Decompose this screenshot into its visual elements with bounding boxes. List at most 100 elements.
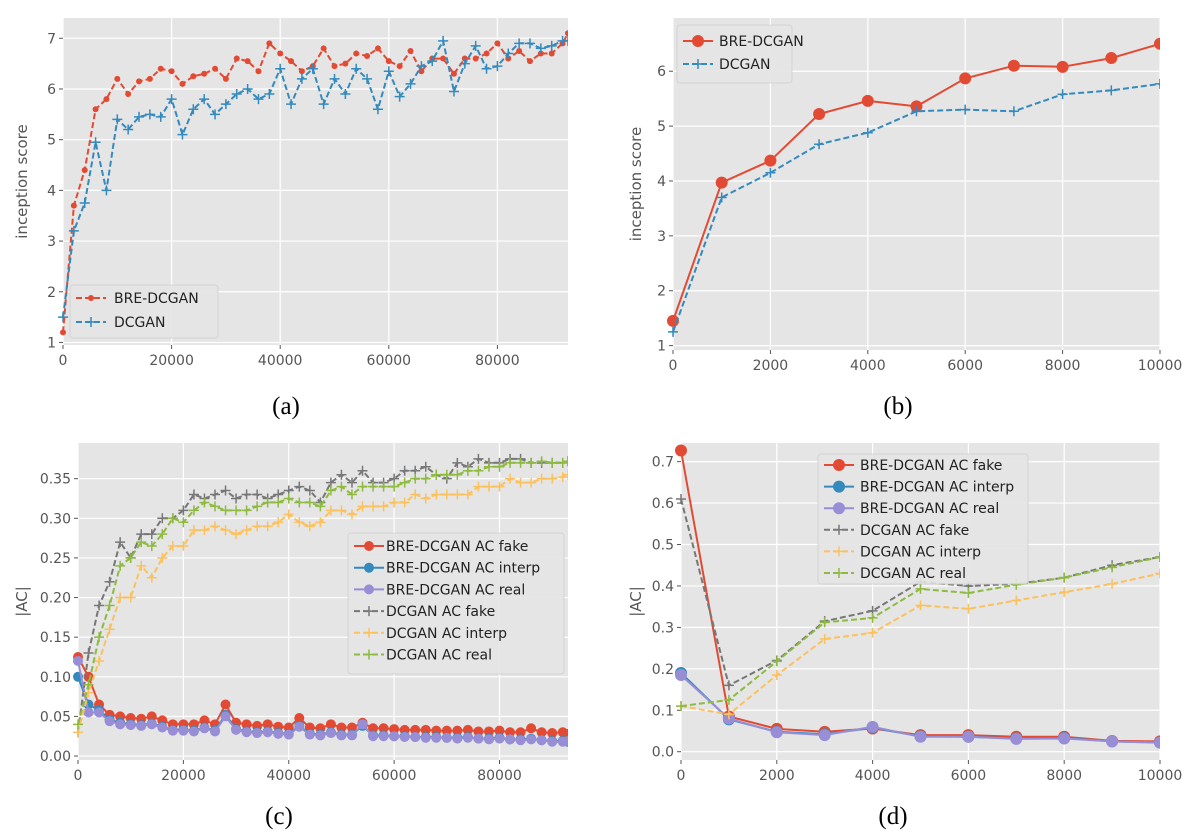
data-point: [146, 711, 157, 722]
data-point: [79, 198, 90, 209]
data-point: [536, 456, 547, 467]
data-point: [470, 40, 481, 51]
data-point: [394, 91, 405, 102]
y-tick-label: 0.6: [652, 496, 674, 512]
data-point: [1155, 568, 1160, 579]
data-point: [516, 47, 523, 54]
data-point: [494, 461, 505, 472]
subplot-a: 0 20000 40000 60000 80000 1 2 3 4 5 6 7 inception sc…: [13, 18, 568, 369]
data-point: [959, 72, 972, 85]
data-point: [201, 70, 208, 77]
y-tick-label: 0.5: [652, 538, 674, 554]
y-tick-label: 4: [47, 183, 56, 199]
data-point: [431, 732, 442, 743]
data-point: [834, 524, 844, 535]
data-point: [199, 94, 210, 105]
caption-c: (c): [265, 803, 293, 830]
data-point: [452, 489, 463, 500]
data-point: [286, 99, 297, 110]
data-point: [563, 735, 568, 746]
subplot-d: 0 2000 4000 6000 8000 10000 0.0 0.1 0.2 0.3 0.4 0.5…: [627, 443, 1182, 784]
data-point: [157, 65, 164, 72]
legend-label: DCGAN AC interp: [860, 544, 981, 560]
legend-label: BRE-DCGAN AC fake: [386, 539, 528, 555]
data-point: [262, 719, 273, 730]
data-point: [199, 723, 210, 734]
y-tick-label: 3: [47, 234, 56, 250]
data-point: [546, 40, 557, 51]
data-point: [166, 94, 177, 105]
data-point: [346, 722, 357, 733]
data-point: [252, 501, 263, 512]
data-point: [814, 139, 825, 150]
data-point: [346, 489, 357, 500]
data-point: [505, 473, 516, 484]
legend-entry: DCGAN AC real: [824, 566, 966, 582]
data-point: [867, 627, 878, 638]
data-point: [252, 728, 263, 739]
data-point: [357, 719, 368, 730]
data-point: [307, 63, 318, 74]
series-line: [680, 498, 1160, 687]
data-point: [73, 719, 83, 730]
legend-label: BRE-DCGAN AC interp: [386, 561, 540, 577]
data-point: [364, 562, 374, 573]
data-point: [364, 606, 374, 617]
data-point: [960, 104, 971, 115]
data-point: [536, 735, 547, 746]
data-point: [364, 584, 374, 595]
data-point: [723, 680, 734, 691]
legend-label: BRE-DCGAN: [114, 291, 199, 307]
data-point: [220, 485, 231, 496]
legend-entry: DCGAN: [683, 57, 770, 73]
x-tick-label: 0: [669, 358, 678, 374]
x-tick-label: 20000: [161, 768, 206, 784]
data-point: [676, 701, 686, 712]
data-point: [1155, 78, 1160, 89]
data-point: [336, 505, 347, 516]
data-point: [1011, 595, 1022, 606]
x-tick-label: 4000: [855, 768, 891, 784]
data-point: [494, 40, 501, 47]
data-point: [241, 489, 252, 500]
data-point: [103, 96, 110, 103]
legend-box: [817, 453, 1029, 585]
data-point: [92, 106, 99, 113]
data-point: [911, 106, 922, 117]
data-point: [1105, 52, 1118, 65]
data-point: [325, 505, 336, 516]
data-point: [410, 732, 421, 743]
legend-label: BRE-DCGAN AC fake: [860, 458, 1002, 474]
data-point: [547, 457, 558, 468]
legend-entry: BRE-DCGAN AC fake: [354, 539, 528, 555]
x-tick-label: 2000: [753, 358, 789, 374]
data-point: [336, 469, 347, 480]
data-point: [399, 497, 410, 508]
data-point: [420, 724, 431, 735]
legend-entry: BRE-DCGAN: [683, 34, 804, 50]
data-point: [1107, 578, 1118, 589]
data-point: [537, 50, 544, 57]
data-point: [283, 729, 294, 740]
data-point: [505, 457, 516, 468]
data-point: [81, 167, 88, 174]
data-point: [244, 58, 251, 65]
data-point: [294, 481, 305, 492]
data-point: [438, 35, 449, 46]
data-point: [473, 465, 484, 476]
y-tick-label: 0.0: [652, 745, 674, 761]
data-point: [231, 529, 242, 540]
data-point: [389, 731, 400, 742]
data-point: [692, 35, 704, 47]
y-tick-label: 0.1: [652, 703, 674, 719]
legend-label: DCGAN AC real: [860, 566, 966, 582]
series-layer: [58, 30, 568, 336]
data-point: [526, 734, 537, 745]
data-point: [136, 560, 147, 571]
data-point: [167, 513, 178, 524]
data-point: [304, 729, 315, 740]
data-point: [693, 59, 703, 69]
data-point: [242, 83, 253, 94]
data-point: [209, 521, 220, 532]
data-point: [547, 736, 558, 747]
